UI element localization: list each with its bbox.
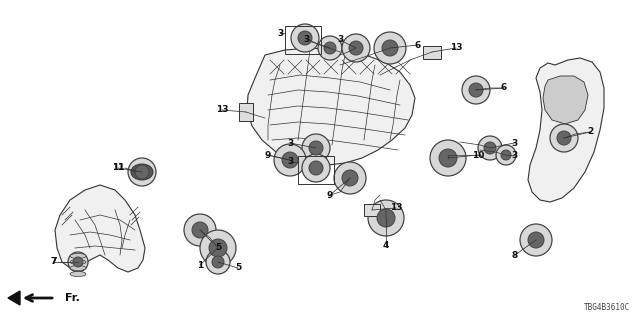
Circle shape: [368, 200, 404, 236]
Circle shape: [462, 76, 490, 104]
Text: 3: 3: [287, 157, 293, 166]
Circle shape: [298, 31, 312, 45]
Text: 8: 8: [512, 251, 518, 260]
Bar: [298, 156, 334, 184]
Text: 13: 13: [216, 106, 228, 115]
Circle shape: [501, 150, 511, 160]
Text: 10: 10: [472, 150, 484, 159]
Ellipse shape: [70, 266, 86, 270]
Circle shape: [557, 131, 571, 145]
Text: 5: 5: [215, 244, 221, 252]
Circle shape: [309, 141, 323, 155]
Circle shape: [334, 162, 366, 194]
Circle shape: [135, 165, 149, 179]
Polygon shape: [528, 58, 604, 202]
Circle shape: [68, 252, 88, 272]
Circle shape: [342, 34, 370, 62]
Circle shape: [209, 239, 227, 257]
Text: Fr.: Fr.: [65, 293, 80, 303]
Bar: [423, 46, 441, 59]
Circle shape: [73, 257, 83, 267]
Text: 13: 13: [450, 44, 462, 52]
Polygon shape: [55, 185, 145, 272]
Circle shape: [309, 161, 323, 175]
Circle shape: [430, 140, 466, 176]
Circle shape: [382, 40, 398, 56]
Circle shape: [496, 145, 516, 165]
Text: 9: 9: [265, 150, 271, 159]
Text: 3: 3: [511, 150, 517, 159]
Circle shape: [439, 149, 457, 167]
Circle shape: [484, 142, 496, 154]
Text: 3: 3: [303, 36, 309, 44]
Circle shape: [478, 136, 502, 160]
Text: 1: 1: [197, 260, 203, 269]
Text: 3: 3: [337, 36, 343, 44]
Text: 7: 7: [51, 258, 57, 267]
Circle shape: [192, 222, 208, 238]
Text: 4: 4: [383, 241, 389, 250]
Ellipse shape: [131, 164, 153, 180]
Circle shape: [377, 209, 395, 227]
Circle shape: [324, 42, 336, 54]
Circle shape: [302, 134, 330, 162]
Text: 3: 3: [287, 139, 293, 148]
Bar: [239, 103, 253, 121]
Circle shape: [274, 144, 306, 176]
Circle shape: [550, 124, 578, 152]
Text: 6: 6: [415, 41, 421, 50]
Text: 11: 11: [112, 164, 124, 172]
Polygon shape: [543, 76, 588, 124]
Circle shape: [342, 170, 358, 186]
Text: 13: 13: [390, 204, 403, 212]
Polygon shape: [247, 48, 415, 165]
Bar: [364, 204, 380, 216]
Circle shape: [206, 250, 230, 274]
Text: 3: 3: [511, 139, 517, 148]
Text: TBG4B3610C: TBG4B3610C: [584, 303, 630, 312]
Circle shape: [528, 232, 544, 248]
Text: 3: 3: [277, 28, 283, 37]
Circle shape: [128, 158, 156, 186]
Circle shape: [282, 152, 298, 168]
Text: 9: 9: [327, 190, 333, 199]
Circle shape: [200, 230, 236, 266]
Circle shape: [291, 24, 319, 52]
Polygon shape: [8, 291, 20, 305]
Text: 6: 6: [501, 84, 507, 92]
Circle shape: [212, 256, 224, 268]
Circle shape: [374, 32, 406, 64]
Circle shape: [302, 154, 330, 182]
Ellipse shape: [70, 253, 86, 259]
Ellipse shape: [70, 260, 86, 265]
Circle shape: [349, 41, 363, 55]
Circle shape: [469, 83, 483, 97]
Circle shape: [318, 36, 342, 60]
Text: 5: 5: [235, 263, 241, 273]
Ellipse shape: [70, 271, 86, 276]
Text: 7: 7: [51, 258, 57, 267]
Bar: [285, 26, 321, 54]
Text: 2: 2: [587, 127, 593, 137]
Circle shape: [184, 214, 216, 246]
Circle shape: [520, 224, 552, 256]
Text: 11: 11: [112, 164, 124, 172]
